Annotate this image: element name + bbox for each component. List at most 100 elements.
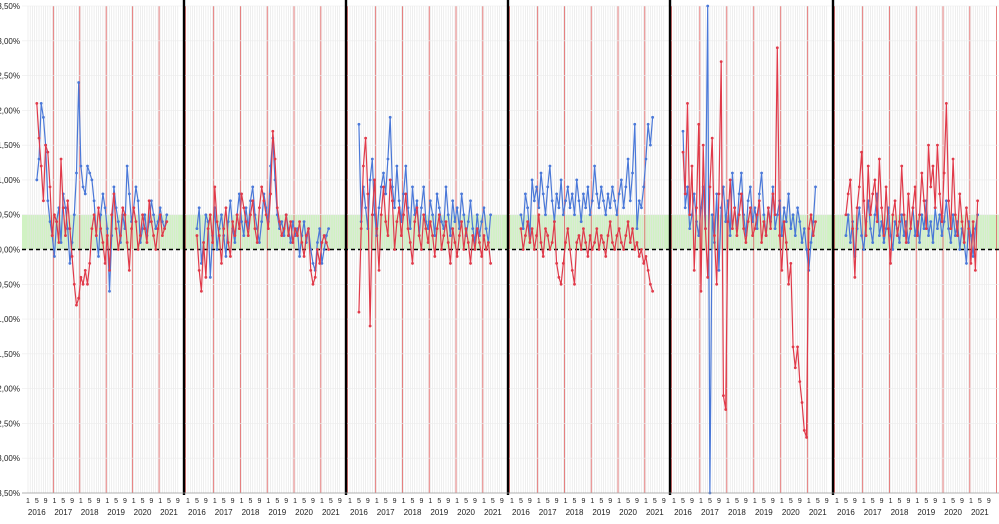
year-label: 2019 [107, 508, 125, 517]
data-point [42, 199, 45, 203]
data-point [550, 199, 554, 203]
data-point [368, 324, 372, 328]
month-tick-label: 9 [123, 498, 127, 505]
data-point [442, 234, 446, 237]
data-point [39, 102, 43, 105]
data-point [602, 241, 605, 244]
data-point [907, 192, 910, 196]
data-point [440, 248, 443, 251]
data-point [844, 234, 848, 237]
data-point [588, 213, 592, 217]
data-point [289, 220, 293, 224]
data-point [944, 199, 948, 203]
data-point [686, 102, 689, 105]
month-tick-label: 9 [771, 498, 775, 505]
data-point [566, 227, 570, 231]
month-tick-label: 1 [510, 498, 514, 505]
data-point [141, 227, 144, 231]
month-tick-label: 5 [384, 498, 388, 505]
data-point [258, 241, 261, 244]
data-point [800, 401, 804, 404]
data-point [604, 255, 608, 258]
data-point [967, 227, 971, 231]
data-point [631, 227, 634, 231]
data-point [880, 206, 884, 210]
data-point [280, 234, 284, 237]
data-point [760, 241, 764, 244]
data-point [793, 366, 797, 370]
data-point [737, 213, 741, 217]
data-point [90, 178, 94, 182]
data-point [379, 213, 383, 217]
data-point [532, 248, 536, 251]
data-point [366, 192, 370, 196]
month-tick-label: 9 [446, 498, 450, 505]
data-point [918, 213, 921, 217]
data-point [787, 192, 790, 196]
data-point [637, 199, 641, 203]
data-point [929, 185, 933, 189]
data-point [393, 206, 397, 210]
data-point [160, 220, 164, 224]
data-point [136, 248, 140, 251]
data-point [922, 227, 926, 231]
data-point [683, 192, 687, 196]
data-point [965, 262, 968, 265]
month-tick-label: 5 [735, 498, 739, 505]
data-point [382, 185, 385, 189]
data-point [913, 234, 917, 237]
month-tick-label: 5 [249, 498, 253, 505]
data-point [599, 234, 603, 237]
data-point [637, 255, 641, 258]
data-point [278, 220, 281, 224]
data-point [862, 199, 866, 203]
data-point [382, 171, 385, 175]
data-point [411, 262, 414, 265]
data-point [433, 234, 437, 237]
data-point [48, 220, 52, 224]
data-point [449, 234, 452, 237]
data-point [704, 227, 707, 231]
data-point [778, 234, 781, 237]
data-point [471, 234, 475, 237]
data-point [931, 241, 935, 244]
data-point [295, 234, 299, 237]
month-tick-label: 9 [231, 498, 235, 505]
month-tick-label: 1 [617, 498, 621, 505]
data-point [706, 4, 710, 8]
data-point [149, 220, 153, 224]
data-point [75, 171, 78, 175]
data-point [402, 213, 405, 217]
data-point [235, 213, 239, 217]
data-point [480, 255, 484, 258]
data-point [202, 241, 206, 244]
y-tick-label: 2,00% [0, 106, 20, 115]
data-point [260, 220, 264, 224]
data-point [918, 241, 921, 244]
data-point [208, 213, 212, 217]
data-point [284, 213, 288, 217]
month-tick-label: 1 [862, 498, 866, 505]
series-line [520, 117, 654, 237]
data-point [364, 136, 368, 140]
data-point [457, 234, 461, 237]
data-point [753, 227, 757, 231]
month-tick-label: 1 [158, 498, 162, 505]
data-point [619, 241, 623, 244]
data-point [922, 199, 926, 203]
data-point [575, 241, 579, 244]
data-point [320, 262, 324, 265]
data-point [539, 241, 543, 244]
month-tick-label: 1 [79, 498, 83, 505]
data-point [900, 213, 904, 217]
data-point [114, 227, 118, 231]
data-point [541, 255, 545, 258]
data-point [697, 234, 701, 237]
month-tick-label: 1 [889, 498, 893, 505]
data-point [160, 234, 164, 237]
y-tick-label: -2,00% [0, 385, 20, 394]
data-point [570, 192, 574, 196]
data-point [364, 206, 368, 210]
data-point [773, 227, 777, 231]
data-point [275, 206, 279, 210]
